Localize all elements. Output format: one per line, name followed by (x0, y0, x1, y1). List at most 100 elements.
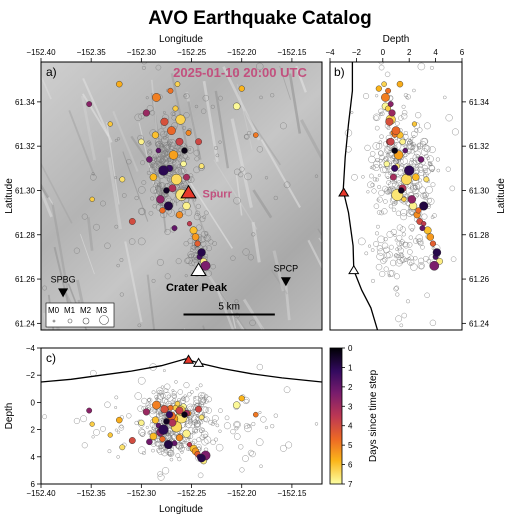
background-event (134, 392, 142, 400)
background-event (200, 286, 206, 292)
background-event (391, 377, 394, 380)
station-marker-spcp (280, 277, 291, 287)
background-event (376, 245, 383, 252)
earthquake-marker (175, 406, 184, 415)
earthquake-marker (182, 201, 191, 210)
background-event (150, 186, 158, 194)
background-event (249, 450, 256, 458)
background-event (188, 420, 194, 426)
earthquake-marker (432, 248, 442, 257)
background-event (116, 455, 120, 459)
background-event (137, 237, 146, 246)
background-event (239, 166, 245, 172)
background-event (445, 166, 451, 172)
background-event (104, 242, 111, 249)
background-event (378, 189, 385, 197)
background-event (193, 166, 200, 174)
hillshade-ridge (272, 250, 285, 292)
panel-c-x-tick-label: −152.15 (277, 489, 307, 498)
background-event (141, 180, 147, 185)
background-event (238, 444, 244, 450)
background-event (372, 142, 381, 150)
background-event (249, 319, 256, 327)
background-event (244, 134, 249, 139)
background-event (367, 244, 372, 248)
background-event (157, 389, 162, 395)
background-event (247, 424, 252, 429)
panel-a-x-tick-label: −152.40 (26, 48, 56, 57)
background-event (161, 135, 169, 144)
earthquake-marker (253, 411, 259, 418)
background-event (397, 169, 405, 177)
earthquake-marker (175, 211, 184, 219)
background-event (409, 160, 414, 165)
background-event (170, 111, 176, 116)
background-event (157, 155, 165, 163)
background-event (270, 93, 275, 98)
background-event (427, 197, 435, 205)
background-event (205, 407, 212, 414)
background-event (399, 252, 404, 257)
background-event (137, 428, 146, 436)
background-event (114, 224, 119, 229)
background-event (203, 436, 212, 444)
background-event (141, 65, 146, 70)
background-event (154, 441, 160, 447)
background-event (445, 114, 453, 122)
colorbar-label: Days since time step (368, 369, 379, 462)
earthquake-marker (168, 418, 177, 427)
earthquake-marker (391, 164, 399, 172)
background-event (397, 247, 404, 254)
earthquake-marker (197, 248, 206, 257)
background-event (155, 164, 161, 169)
background-event (193, 420, 201, 428)
panel-a-y-tick-label: 61.24 (15, 319, 36, 328)
volcano-markers: Spurr Crater Peak (166, 184, 233, 294)
earthquake-marker (163, 201, 173, 211)
background-event (415, 414, 418, 417)
background-event (379, 154, 385, 161)
background-event (155, 187, 164, 195)
background-event (203, 398, 209, 404)
background-event (149, 160, 157, 168)
background-event (178, 167, 185, 175)
background-event (407, 258, 415, 266)
earthquake-marker (86, 101, 93, 107)
background-event (42, 285, 48, 291)
background-event (381, 242, 389, 249)
background-event (393, 273, 400, 280)
panel-b-y-tick-label: 61.28 (469, 231, 490, 240)
background-event (138, 429, 146, 437)
earthquake-marker (401, 196, 407, 202)
panel-c-frame (40, 347, 323, 485)
background-event (244, 424, 252, 433)
earthquake-marker (160, 117, 169, 126)
hillshade-ridge (41, 183, 50, 199)
background-event (273, 413, 278, 418)
background-event (187, 179, 192, 184)
background-event (364, 144, 371, 152)
background-event (351, 173, 358, 181)
background-event (155, 185, 161, 191)
background-event (259, 464, 263, 469)
panel-c-x-tick-label: −152.25 (177, 489, 207, 498)
background-event (435, 157, 441, 162)
background-event (210, 263, 216, 270)
background-event (118, 424, 125, 431)
background-event (81, 442, 88, 449)
earthquake-marker (107, 432, 113, 438)
background-event (404, 257, 409, 262)
background-event (247, 449, 254, 456)
background-event (171, 389, 175, 392)
panel-b-x-tick-label: 2 (407, 48, 412, 57)
background-event (384, 187, 392, 195)
hillshade-ridge (112, 110, 139, 172)
panel-b-depth-latitude: b) −4 −2 0 2 4 6 61.24 61.26 61.28 61.30 61.32 61.3… (325, 34, 507, 417)
background-event (260, 1, 266, 7)
timestamp-label: 2025-01-10 20:00 UTC (173, 65, 307, 80)
background-event (412, 185, 419, 191)
background-event (406, 146, 410, 150)
background-event (181, 396, 186, 401)
background-event (141, 397, 148, 404)
panel-c-y-tick-label: −2 (26, 371, 36, 380)
